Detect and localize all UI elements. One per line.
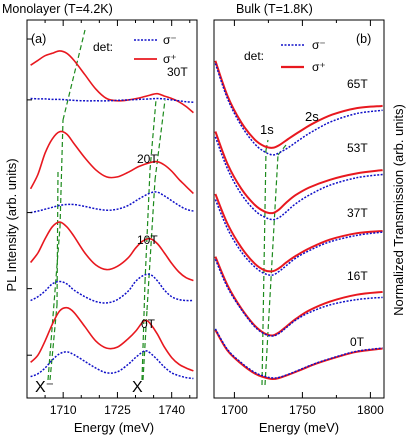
- panel-b-legend-label-plus: σ⁺: [312, 60, 326, 74]
- panel-b-series-16T-sigma-minus: [214, 259, 383, 337]
- panel-b-peak-2s: 2s: [305, 109, 319, 124]
- panel-a-guide-lines: [47, 29, 166, 381]
- panel-b-x-tick-labels: 1700 1750 1800: [221, 403, 384, 417]
- panel-b-frame: [213, 19, 385, 399]
- panel-b-field-65T: 65T: [347, 77, 368, 91]
- panel-b-series-37T-sigma-plus: [214, 193, 383, 273]
- panel-a-guide-line: [144, 169, 151, 283]
- panel-b-series-65T-sigma-minus: [214, 63, 383, 156]
- panel-b-series-53T-sigma-plus: [214, 131, 383, 215]
- panel-a-frame: [26, 19, 198, 399]
- panel-b-field-37T: 37T: [347, 206, 368, 220]
- panel-b-legend-title: det:: [244, 49, 264, 63]
- panel-a-ylabel: PL Intensity (arb. units): [4, 158, 19, 291]
- panel-a-xtick-label: 1725: [104, 403, 131, 417]
- panel-a-label: (a): [31, 32, 46, 46]
- panel-a-series-20T-sigma-minus: [30, 191, 194, 214]
- panel-a-guide-line: [59, 119, 64, 228]
- panel-a-series: [29, 50, 194, 380]
- panel-a-xlabel: Energy (meV): [74, 420, 154, 435]
- panel-a-peak-trion: X⁻: [35, 379, 54, 396]
- panel-a-ticks: [26, 20, 191, 398]
- panel-b-legend-label-minus: σ⁻: [312, 38, 326, 52]
- panel-a-series-0T-sigma-minus: [30, 350, 194, 380]
- panel-b-series: [214, 60, 383, 381]
- panel-a-field-20T: 20T: [137, 152, 158, 166]
- panel-b-field-0T: 0T: [350, 335, 365, 349]
- panel-a-series-20T-sigma-plus: [29, 130, 194, 195]
- panel-b-series-16T-sigma-plus: [214, 256, 383, 337]
- panel-b-guide-lines: [261, 139, 287, 386]
- panel-a-legend: det: σ⁻ σ⁺: [93, 33, 177, 66]
- panel-a-series-0T-sigma-plus: [30, 306, 194, 372]
- panel-a-title: Monolayer (T=4.2K): [2, 2, 113, 16]
- panel-b-legend: det: σ⁻ σ⁺: [244, 38, 326, 74]
- panel-b-guide-line: [277, 144, 287, 156]
- panel-b-guide-line: [261, 149, 267, 386]
- panel-b-guide-line: [265, 139, 269, 151]
- panel-a-x-tick-labels: 1710 1725 1740: [50, 403, 186, 417]
- panel-b-field-53T: 53T: [347, 141, 368, 155]
- panel-b-guide-line: [264, 154, 279, 386]
- panel-b-xlabel: Energy (meV): [259, 420, 339, 435]
- panel-a-field-10T: 10T: [137, 233, 158, 247]
- panel-a-series-10T-sigma-minus: [30, 273, 194, 304]
- panel-a-guide-line: [49, 304, 58, 381]
- panel-b-xtick-label: 1750: [289, 403, 316, 417]
- panel-a-legend-label-plus: σ⁺: [163, 52, 177, 66]
- panel-a-guide-line: [146, 179, 156, 311]
- panel-b-xtick-label: 1800: [357, 403, 384, 417]
- panel-a-guide-line: [62, 29, 86, 121]
- panel-a-field-30T: 30T: [167, 65, 188, 79]
- panel-a-legend-title: det:: [93, 40, 113, 54]
- panel-a-guide-line: [149, 99, 157, 171]
- panel-b-xtick-label: 1700: [221, 403, 248, 417]
- panel-a-xtick-label: 1710: [50, 403, 77, 417]
- panel-a-xtick-label: 1740: [158, 403, 185, 417]
- panel-b-peak-1s: 1s: [260, 122, 274, 137]
- panel-b-series-65T-sigma-plus: [214, 60, 383, 149]
- panel-a-series-10T-sigma-plus: [29, 221, 194, 282]
- panel-a-series-30T-sigma-minus: [30, 97, 194, 104]
- panel-b-ticks: [233, 20, 371, 398]
- panel-b-series-37T-sigma-minus: [214, 199, 383, 276]
- panel-a-legend-label-minus: σ⁻: [163, 33, 177, 47]
- panel-b-series-53T-sigma-minus: [214, 136, 383, 221]
- panel-b-series-0T-sigma-minus: [214, 328, 383, 379]
- panel-b-title: Bulk (T=1.8K): [236, 2, 313, 16]
- panel-a-guide-line: [154, 99, 166, 181]
- panel-a-guide-line: [47, 226, 61, 381]
- panel-a-guide-line: [142, 309, 148, 381]
- panel-b-field-16T: 16T: [347, 269, 368, 283]
- panel-b-ylabel: Normalized Transmission (arb. units): [391, 104, 406, 316]
- panel-a-guide-line: [56, 171, 59, 306]
- panel-a-guide-line: [141, 281, 146, 381]
- panel-a-field-0T: 0T: [141, 317, 156, 331]
- panel-b-label: (b): [356, 32, 371, 46]
- panel-a-peak-exciton: X: [132, 379, 143, 396]
